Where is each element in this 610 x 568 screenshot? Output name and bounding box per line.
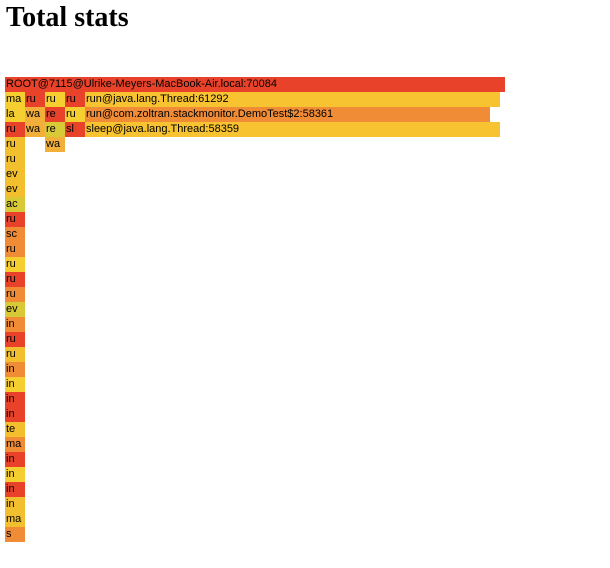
flame-frame[interactable]: ROOT@7115@Ulrike-Meyers-MacBook-Air.loca…	[5, 77, 505, 92]
flame-frame[interactable]: in	[5, 317, 25, 332]
flame-frame[interactable]: ru	[25, 92, 45, 107]
flame-frame[interactable]: re	[45, 122, 65, 137]
flame-frame[interactable]: in	[5, 377, 25, 392]
flame-frame[interactable]: in	[5, 467, 25, 482]
flame-frame[interactable]: ru	[45, 92, 65, 107]
flame-frame[interactable]: run@java.lang.Thread:61292	[85, 92, 500, 107]
flame-frame[interactable]: in	[5, 497, 25, 512]
flame-frame[interactable]: ru	[5, 137, 25, 152]
flame-frame[interactable]: in	[5, 452, 25, 467]
flame-frame[interactable]: in	[5, 362, 25, 377]
flame-frame[interactable]: ru	[5, 332, 25, 347]
flame-frame[interactable]: ma	[5, 512, 25, 527]
flame-frame[interactable]: ru	[5, 272, 25, 287]
flame-frame[interactable]: ru	[65, 92, 85, 107]
flame-frame[interactable]: re	[45, 107, 65, 122]
flame-frame[interactable]: ru	[5, 347, 25, 362]
flame-frame[interactable]: run@com.zoltran.stackmonitor.DemoTest$2:…	[85, 107, 490, 122]
flame-frame[interactable]: ru	[5, 242, 25, 257]
flame-frame[interactable]: ru	[5, 287, 25, 302]
flame-frame[interactable]: in	[5, 392, 25, 407]
flame-frame[interactable]: s	[5, 527, 25, 542]
flame-frame[interactable]: in	[5, 482, 25, 497]
flame-frame[interactable]: ru	[5, 122, 25, 137]
flame-frame[interactable]: wa	[45, 137, 65, 152]
flame-frame[interactable]: wa	[25, 122, 45, 137]
flame-frame[interactable]: ac	[5, 197, 25, 212]
flame-frame[interactable]: ev	[5, 302, 25, 317]
flame-frame[interactable]: in	[5, 407, 25, 422]
flame-frame[interactable]: ru	[5, 212, 25, 227]
flame-frame[interactable]: ru	[65, 107, 85, 122]
flame-frame[interactable]: ma	[5, 92, 25, 107]
flame-frame[interactable]: ma	[5, 437, 25, 452]
flame-frame[interactable]: ru	[5, 257, 25, 272]
flame-frame[interactable]: sc	[5, 227, 25, 242]
page-title: Total stats	[6, 2, 129, 33]
flame-frame[interactable]: sl	[65, 122, 85, 137]
flame-frame[interactable]: la	[5, 107, 25, 122]
flame-frame[interactable]: ru	[5, 152, 25, 167]
flame-frame[interactable]: ev	[5, 167, 25, 182]
flame-frame[interactable]: sleep@java.lang.Thread:58359	[85, 122, 500, 137]
flame-frame[interactable]: wa	[25, 107, 45, 122]
flame-frame[interactable]: te	[5, 422, 25, 437]
flame-frame[interactable]: ev	[5, 182, 25, 197]
